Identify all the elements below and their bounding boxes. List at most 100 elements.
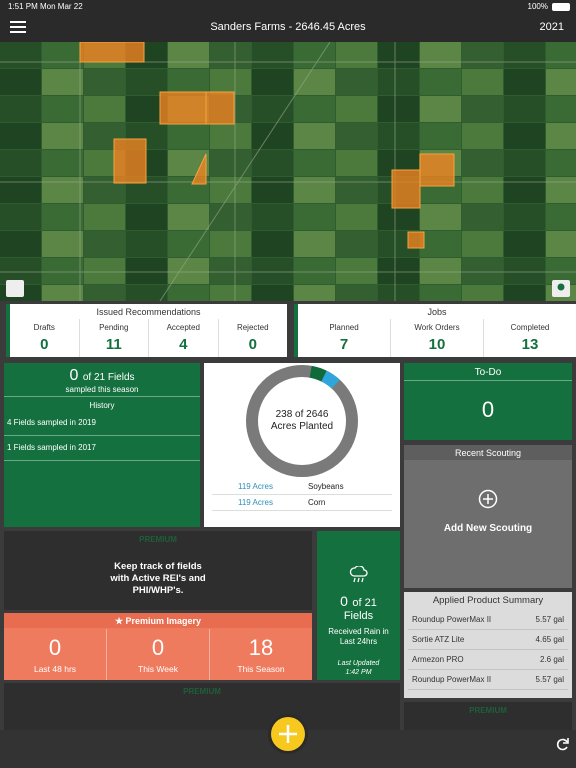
crop-acres: 119 Acres bbox=[212, 482, 273, 491]
crop-name: Soybeans bbox=[308, 482, 344, 491]
map-field bbox=[0, 123, 41, 149]
map-field bbox=[42, 150, 83, 176]
locate-button[interactable] bbox=[6, 280, 24, 297]
premium-tile[interactable]: PREMIUM bbox=[4, 683, 400, 730]
map-field bbox=[126, 285, 167, 301]
imagery-value: 0 bbox=[48, 635, 62, 660]
scouting-tile[interactable]: Recent Scouting Add New Scouting bbox=[404, 445, 572, 588]
rain-tile[interactable]: 0 of 21 Fields Received Rain in Last 24h… bbox=[317, 531, 400, 680]
map-field bbox=[84, 231, 125, 257]
map-field bbox=[546, 123, 576, 149]
stat-value: 13 bbox=[521, 336, 539, 353]
menu-button[interactable] bbox=[10, 20, 26, 34]
samples-tile[interactable]: 0 of 21 Fields sampled this season Histo… bbox=[4, 363, 200, 527]
premium-tile[interactable]: PREMIUM bbox=[404, 702, 572, 730]
map-field bbox=[252, 231, 293, 257]
planting-tile[interactable]: 238 of 2646 Acres Planted 119 Acres Soybe… bbox=[204, 363, 400, 527]
map-field bbox=[0, 69, 41, 95]
stat-label: Work Orders bbox=[414, 323, 460, 332]
imagery-label: This Week bbox=[138, 664, 178, 674]
jobs-card[interactable]: Jobs Planned 7 Work Orders 10 Completed 13 bbox=[294, 304, 576, 357]
map-field bbox=[546, 204, 576, 230]
map-field bbox=[546, 42, 576, 68]
map-field bbox=[0, 177, 41, 203]
crop-acres-value: 119 bbox=[238, 498, 251, 507]
stat-cell: Drafts 0 bbox=[10, 319, 79, 357]
todo-title: To-Do bbox=[404, 363, 572, 381]
stat-label: Planned bbox=[329, 323, 359, 332]
card-title: Issued Recommendations bbox=[96, 307, 201, 317]
stat-label: Pending bbox=[99, 323, 129, 332]
map-field bbox=[546, 69, 576, 95]
product-name: Armezon PRO bbox=[412, 655, 464, 664]
map-field bbox=[42, 123, 83, 149]
stat-value: 11 bbox=[105, 336, 122, 353]
map-field bbox=[168, 258, 209, 284]
map-field bbox=[336, 123, 377, 149]
map-field bbox=[378, 42, 419, 68]
product-amount: 5.57 gal bbox=[535, 675, 564, 684]
map-field bbox=[0, 258, 41, 284]
stat-value: 0 bbox=[40, 336, 49, 353]
crop-acres-unit: Acres bbox=[252, 498, 273, 507]
card-title: Jobs bbox=[427, 307, 447, 317]
map-field bbox=[462, 231, 503, 257]
add-scouting[interactable]: Add New Scouting bbox=[443, 523, 533, 534]
map-field bbox=[168, 231, 209, 257]
map-field bbox=[420, 285, 461, 301]
stat-label: Completed bbox=[510, 323, 550, 332]
map-field bbox=[294, 258, 335, 284]
map-field bbox=[252, 204, 293, 230]
map-field bbox=[504, 204, 545, 230]
map-field bbox=[294, 150, 335, 176]
stat-cell: Planned 7 bbox=[298, 319, 390, 357]
premium-badge: PREMIUM bbox=[183, 687, 221, 696]
map-field bbox=[210, 150, 251, 176]
stat-cell: Pending 11 bbox=[78, 319, 149, 357]
stat-value: 0 bbox=[248, 336, 257, 353]
map-field bbox=[210, 231, 251, 257]
map-field bbox=[0, 231, 41, 257]
map-field bbox=[420, 231, 461, 257]
map-field bbox=[336, 204, 377, 230]
premium-text: Keep track of fields with Active REI's a… bbox=[110, 561, 206, 596]
map-field bbox=[252, 96, 293, 122]
battery-icon bbox=[552, 3, 570, 11]
map-field bbox=[378, 258, 419, 284]
map-field bbox=[42, 177, 83, 203]
products-tile[interactable]: Applied Product Summary Roundup PowerMax… bbox=[404, 592, 572, 698]
refresh-button[interactable] bbox=[556, 737, 570, 751]
map-field bbox=[252, 69, 293, 95]
premium-fields-tile[interactable]: PREMIUM Keep track of fields with Active… bbox=[4, 531, 312, 610]
map-field bbox=[252, 123, 293, 149]
add-button[interactable] bbox=[266, 712, 310, 756]
map-field bbox=[462, 69, 503, 95]
status-date: Mon Mar 22 bbox=[40, 2, 83, 11]
map[interactable] bbox=[0, 42, 576, 301]
season-year[interactable]: 2021 bbox=[539, 21, 564, 33]
map-field bbox=[462, 42, 503, 68]
imagery-title: ★ Premium Imagery bbox=[4, 613, 312, 628]
map-field bbox=[420, 96, 461, 122]
imagery-tile[interactable]: ★ Premium Imagery 0 Last 48 hrs 0 This Week… bbox=[4, 613, 312, 680]
map-field bbox=[0, 42, 41, 68]
todo-tile[interactable]: To-Do 0 bbox=[404, 363, 572, 440]
map-field bbox=[168, 204, 209, 230]
map-field bbox=[210, 204, 251, 230]
recommendations-card[interactable]: Issued Recommendations Drafts 0 Pending 11 A… bbox=[6, 304, 287, 357]
product-name: Sortie ATZ Lite bbox=[412, 635, 465, 644]
map-field bbox=[462, 285, 503, 301]
map-field bbox=[42, 258, 83, 284]
map-field bbox=[336, 231, 377, 257]
map-field bbox=[168, 285, 209, 301]
map-field bbox=[462, 258, 503, 284]
map-field bbox=[42, 204, 83, 230]
map-field bbox=[336, 177, 377, 203]
donut-track bbox=[246, 365, 358, 477]
map-field bbox=[420, 258, 461, 284]
map-field bbox=[504, 177, 545, 203]
stat-label: Rejected bbox=[236, 323, 269, 332]
map-field bbox=[546, 258, 576, 284]
stat-label: Drafts bbox=[33, 323, 55, 332]
rain-text: Received Rain in Last 24hrs bbox=[328, 627, 389, 646]
